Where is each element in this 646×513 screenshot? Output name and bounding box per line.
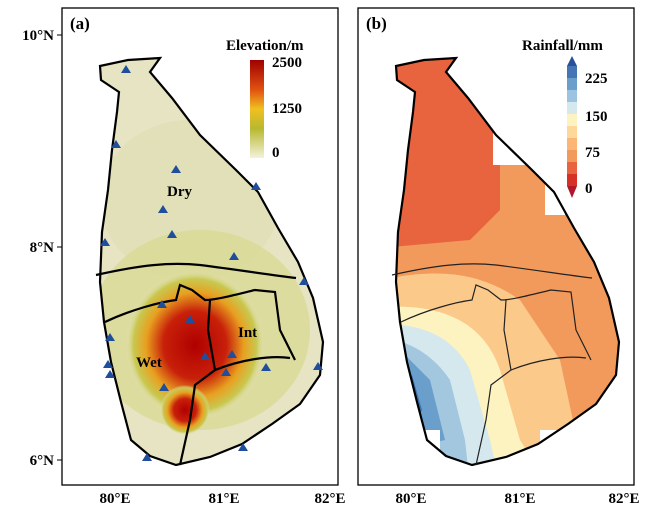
- legend-tick: 1250: [272, 101, 302, 117]
- panel-label: (b): [366, 14, 387, 33]
- zone-boundary: [510, 356, 587, 371]
- lon-label: 82°E: [314, 491, 345, 507]
- zone-boundary: [391, 263, 593, 279]
- zone-boundary: [104, 283, 296, 361]
- region-label: Int: [238, 325, 257, 341]
- colorbar: [567, 56, 577, 198]
- legend-tick: 75: [585, 145, 600, 161]
- zone-boundary: [178, 299, 217, 466]
- region-label: Wet: [136, 355, 162, 371]
- lon-label: 80°E: [395, 491, 426, 507]
- lon-label: 81°E: [504, 491, 535, 507]
- map-frame: [357, 7, 635, 486]
- legend-tick: 0: [585, 181, 593, 197]
- lat-label: 8°N: [30, 240, 54, 256]
- legend-tick: 150: [585, 109, 608, 125]
- legend-tick: 225: [585, 71, 608, 87]
- panel-label: (a): [70, 14, 90, 33]
- region-label: Dry: [167, 184, 192, 200]
- lon-label: 81°E: [208, 491, 239, 507]
- zone-boundary: [95, 262, 297, 280]
- legend-title: Rainfall/mm: [522, 38, 603, 54]
- colorbar: [250, 60, 264, 158]
- panel-b: (b) Rainfall/mm 225 150 75 0: [357, 7, 635, 486]
- zone-boundary: [400, 284, 592, 361]
- lat-label: 6°N: [30, 453, 54, 469]
- zone-boundary: [214, 356, 291, 372]
- zone-boundary: [475, 299, 512, 466]
- legend-tick: 2500: [272, 55, 302, 71]
- lon-label: 80°E: [99, 491, 130, 507]
- panel-a: (a) Dry Int Wet Elevation/m 2500 1250 0: [61, 7, 339, 486]
- elevation-map: [100, 58, 323, 465]
- axes: 10°N 8°N 6°N 80°E 81°E 82°E 80°E 81°E 82…: [22, 28, 639, 507]
- legend-title: Elevation/m: [226, 38, 304, 54]
- legend-tick: 0: [272, 145, 280, 161]
- lat-label: 10°N: [22, 28, 54, 44]
- lon-label: 82°E: [608, 491, 639, 507]
